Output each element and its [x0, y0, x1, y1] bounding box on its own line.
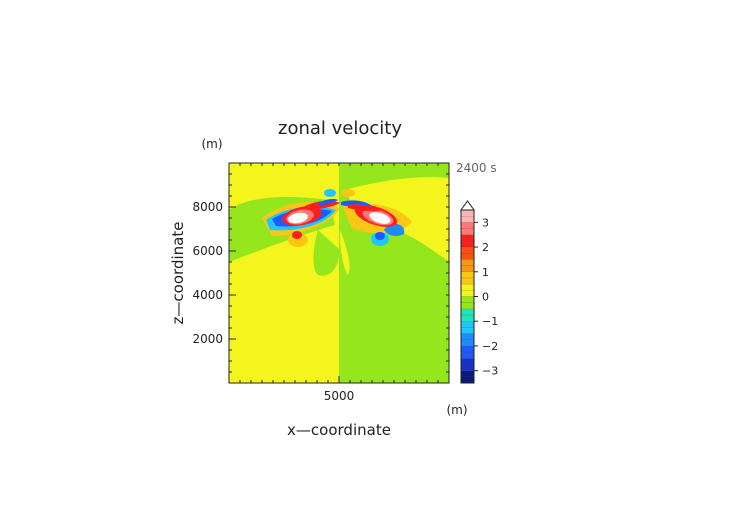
left-vortex-core — [288, 212, 308, 224]
x-axis-unit: (m) — [446, 403, 467, 417]
colorbar-tick-label: 3 — [482, 216, 489, 229]
colorbar-tick-label: −3 — [482, 365, 498, 378]
left-lower-red-blob — [292, 231, 302, 239]
colorbar-tick-label: 1 — [482, 266, 489, 279]
y-tick-label: 8000 — [192, 200, 223, 214]
top-orange-blob — [341, 189, 355, 197]
colorbar-tick-label: 0 — [482, 291, 489, 304]
y-axis-unit: (m) — [201, 137, 222, 151]
colorbar-extend-arrow — [460, 200, 475, 211]
right-upper-red-streak — [348, 204, 380, 212]
axis-layer: 5000 2000 4000 6000 8000 — [192, 163, 449, 403]
y-axis-title: z—coordinate — [169, 222, 187, 325]
right-lower-blue-blob — [375, 232, 385, 240]
central-stem — [313, 230, 340, 276]
y-tick-label: 2000 — [192, 332, 223, 346]
x-axis-title: x—coordinate — [287, 421, 391, 439]
left-upper-blue-streak — [318, 199, 338, 205]
x-tick-label: 5000 — [324, 389, 355, 403]
colorbar-tick-label: −1 — [482, 315, 498, 328]
colorbar: 3 2 1 0 −1 −2 −3 — [460, 200, 498, 384]
plot-area — [228, 162, 450, 384]
y-tick-label: 6000 — [192, 244, 223, 258]
chart-title: zonal velocity — [278, 118, 402, 139]
central-stem-right — [340, 230, 350, 275]
time-label: 2400 s — [456, 161, 497, 175]
colorbar-tick-label: −2 — [482, 340, 498, 353]
top-blue-blob — [324, 189, 336, 197]
colorbar-tick-label: 2 — [482, 241, 489, 254]
y-tick-label: 4000 — [192, 288, 223, 302]
right-vortex-core — [369, 212, 391, 224]
